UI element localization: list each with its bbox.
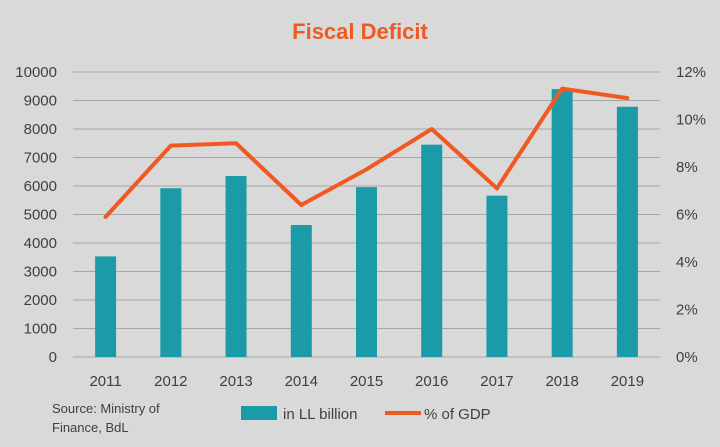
source-note-line-1: Source: Ministry of [52,401,160,416]
left-tick-label: 6000 [24,178,57,195]
bar [95,256,117,357]
right-axis-ticks: 0% 2% 4% 6% 8% 10% 12% [676,64,706,366]
x-tick-label: 2019 [611,373,644,390]
left-tick-label: 0 [49,349,57,366]
left-tick-label: 10000 [15,64,57,81]
bar [356,187,377,357]
x-tick-label: 2014 [285,373,318,390]
bar-series [95,89,638,358]
line-series [103,86,630,219]
bar [616,106,638,358]
legend: in LL billion % of GDP [241,406,491,423]
x-tick-label: 2013 [219,373,252,390]
x-tick-label: 2011 [89,373,121,390]
right-tick-label: 2% [676,302,698,319]
left-tick-label: 1000 [24,321,57,338]
x-axis-ticks: 2011 2012 2013 2014 2015 2016 2017 2018 2019 [89,373,644,390]
left-tick-label: 9000 [24,93,57,110]
legend-bar-label: in LL billion [283,406,358,423]
bar [225,176,247,357]
bar [486,195,508,357]
right-tick-label: 4% [676,254,698,271]
left-axis-ticks: 0 1000 2000 3000 4000 5000 6000 7000 8000 9000 100… [15,64,57,366]
right-tick-label: 8% [676,159,698,176]
bar [290,225,312,357]
right-tick-label: 10% [676,112,706,129]
x-tick-label: 2012 [154,373,187,390]
left-tick-label: 8000 [24,121,57,138]
series-line [103,86,630,219]
x-tick-label: 2016 [415,373,448,390]
left-tick-label: 5000 [24,207,57,224]
x-tick-label: 2015 [350,373,383,390]
chart-title: Fiscal Deficit [292,19,428,44]
legend-bar-swatch [241,406,277,420]
x-tick-label: 2018 [545,373,578,390]
left-tick-label: 2000 [24,292,57,309]
right-tick-label: 0% [676,349,698,366]
right-tick-label: 6% [676,207,698,224]
x-tick-label: 2017 [480,373,513,390]
legend-line-label: % of GDP [424,406,491,423]
source-note-line-2: Finance, BdL [52,420,129,435]
bar [421,144,443,357]
left-tick-label: 7000 [24,150,57,167]
bar [551,89,573,357]
right-tick-label: 12% [676,64,706,81]
left-tick-label: 4000 [24,235,57,252]
bar [160,188,182,357]
left-tick-label: 3000 [24,264,57,281]
